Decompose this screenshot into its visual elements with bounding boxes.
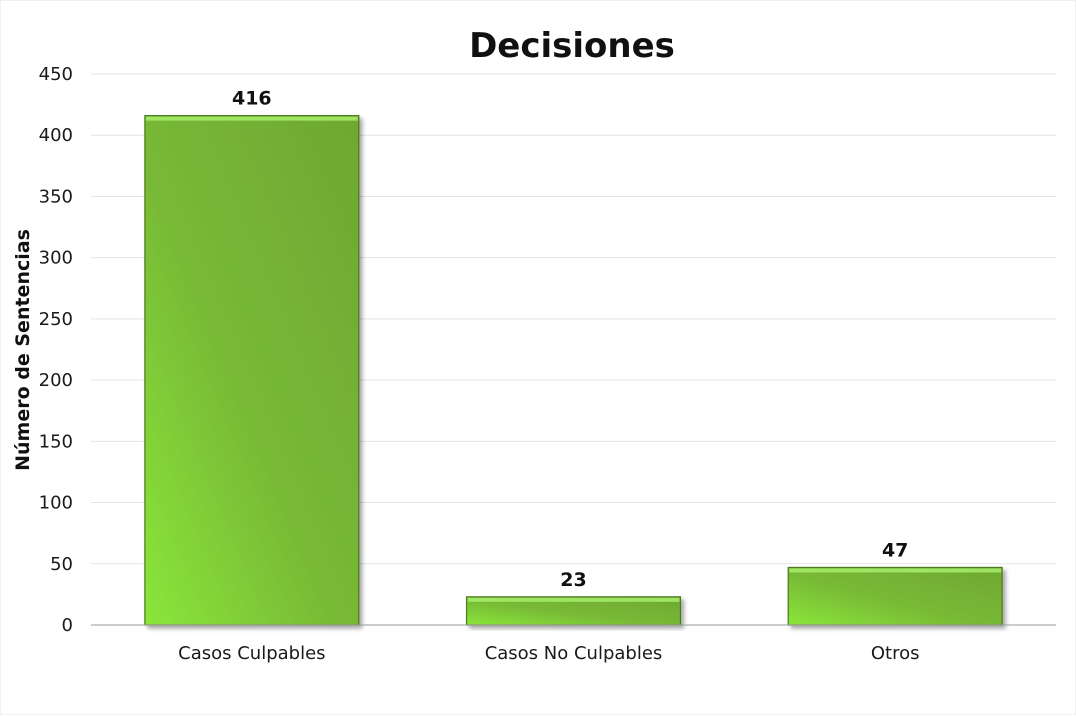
y-tick-label: 100 xyxy=(39,493,73,514)
x-category-label: Otros xyxy=(871,643,920,664)
bar-highlight xyxy=(145,116,358,121)
bar-casos-culpables xyxy=(144,115,360,626)
y-tick-label: 50 xyxy=(50,554,73,575)
y-tick-label: 250 xyxy=(39,309,73,330)
data-labels: 416 23 47 xyxy=(232,88,908,591)
y-axis-title: Número de Sentencias xyxy=(12,229,34,471)
y-tick-label: 150 xyxy=(39,431,73,452)
bar-highlight xyxy=(789,568,1002,573)
y-tick-label: 300 xyxy=(39,248,73,269)
bar-otros xyxy=(787,566,1003,626)
x-category-label: Casos No Culpables xyxy=(485,643,663,664)
data-label: 416 xyxy=(232,88,272,110)
chart-title: Decisiones xyxy=(469,26,675,66)
data-label: 47 xyxy=(882,539,908,561)
y-tick-label: 450 xyxy=(39,64,73,85)
x-axis-categories: Casos Culpables Casos No Culpables Otros xyxy=(178,643,919,664)
data-label: 23 xyxy=(560,569,586,591)
bars xyxy=(144,115,1003,626)
y-axis-ticks: 0 50 100 150 200 250 300 350 400 450 xyxy=(39,64,73,636)
y-tick-label: 200 xyxy=(39,370,73,391)
y-tick-label: 350 xyxy=(39,186,73,207)
y-tick-label: 400 xyxy=(39,125,73,146)
y-tick-label: 0 xyxy=(62,615,73,636)
bar-highlight xyxy=(467,597,680,602)
x-category-label: Casos Culpables xyxy=(178,643,325,664)
